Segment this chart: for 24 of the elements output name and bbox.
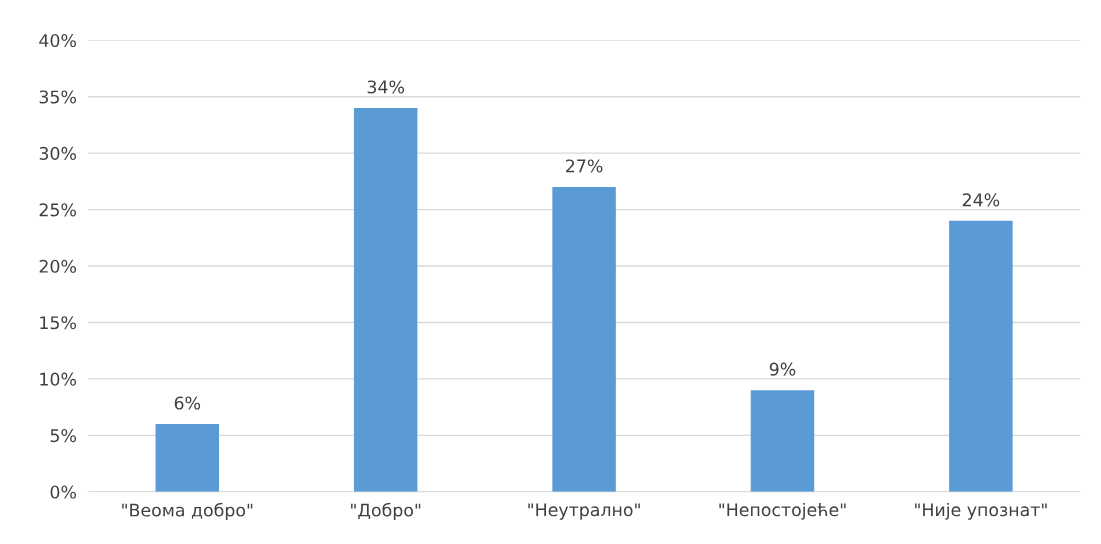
bar <box>155 424 220 492</box>
bar <box>353 107 418 492</box>
bar <box>750 390 815 492</box>
data-label: 27% <box>566 159 603 173</box>
data-label: 6% <box>174 396 201 410</box>
y-tick-label: 10% <box>40 372 77 386</box>
x-tick-label: "Веома добро" <box>122 502 253 520</box>
x-tick-label: "Непостојеће" <box>719 502 846 520</box>
data-label: 9% <box>769 362 796 376</box>
y-tick-label: 35% <box>39 90 77 104</box>
y-tick-label: 15% <box>40 316 77 330</box>
data-label: 34% <box>367 80 405 94</box>
y-tick-label: 25% <box>39 203 77 217</box>
x-tick-label: "Добро" <box>351 502 421 520</box>
y-tick-label: 0% <box>50 485 77 499</box>
bar <box>949 220 1013 492</box>
y-tick-label: 40% <box>39 33 77 48</box>
y-tick-label: 5% <box>50 429 77 443</box>
y-tick-label: 20% <box>39 259 77 273</box>
y-tick-label: 30% <box>39 146 77 160</box>
x-tick-label: "Неутрално" <box>528 503 640 520</box>
bar <box>552 187 616 492</box>
x-tick-label: "Није упознат" <box>915 502 1047 520</box>
data-label: 24% <box>962 193 1000 207</box>
